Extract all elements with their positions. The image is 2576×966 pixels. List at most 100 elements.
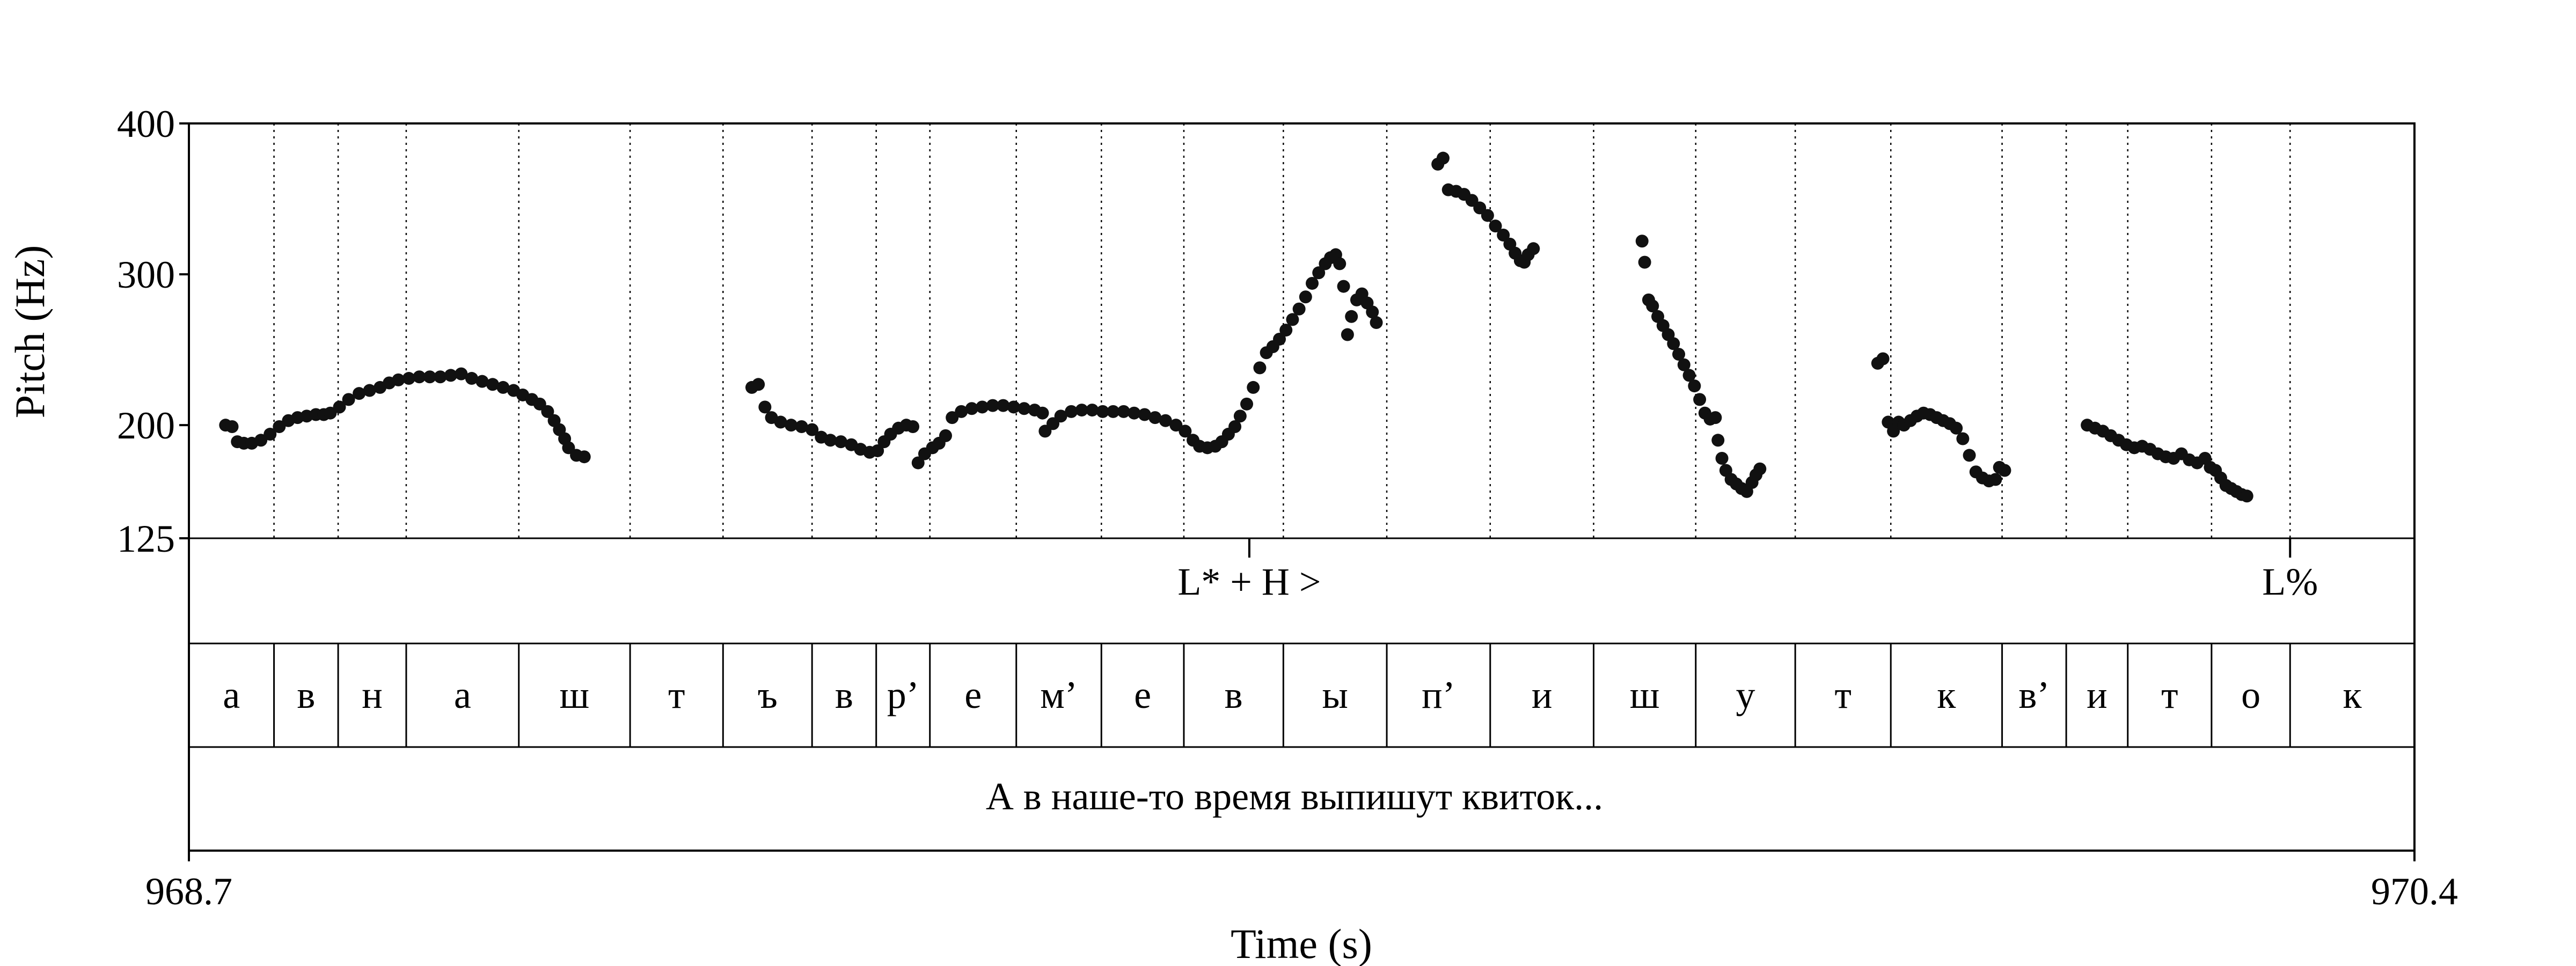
pitch-point: [1247, 380, 1260, 394]
pitch-point: [273, 420, 286, 433]
segment-label: е: [964, 674, 982, 716]
pitch-point: [946, 411, 959, 425]
tone-label: L* + H >: [1177, 560, 1321, 603]
y-tick-label: 400: [117, 103, 175, 145]
segment-label: в: [297, 674, 315, 716]
pitch-point: [1370, 316, 1383, 330]
pitch-point: [423, 370, 436, 384]
pitch-point: [1989, 473, 2002, 486]
pitch-point: [1286, 313, 1299, 326]
pitch-point: [1240, 397, 1254, 411]
segment-label: ъ: [758, 674, 778, 716]
pitch-point: [1672, 348, 1686, 361]
pitch-point: [752, 378, 765, 391]
pitch-point: [392, 373, 405, 386]
segment-label: и: [2087, 674, 2107, 716]
pitch-point: [806, 423, 819, 436]
x-axis-start-label: 968.7: [145, 870, 232, 913]
pitch-point: [486, 378, 499, 391]
segment-label: в: [1225, 674, 1243, 716]
pitch-point: [1998, 464, 2011, 477]
pitch-point: [1677, 358, 1690, 371]
pitch-point: [1036, 406, 1049, 420]
pitch-point: [2240, 489, 2253, 503]
pitch-point: [965, 402, 978, 415]
pitch-point: [1179, 425, 1192, 438]
segment-label: п’: [1422, 674, 1455, 716]
pitch-point: [785, 419, 798, 432]
segment-label: т: [668, 674, 685, 716]
pitch-point: [911, 456, 925, 470]
segment-label: в: [835, 674, 853, 716]
pitch-point: [1341, 328, 1354, 341]
pitch-point: [1497, 229, 1510, 242]
pitch-point: [1956, 432, 1970, 445]
pitch-point: [1306, 276, 1319, 290]
pitch-point: [1138, 408, 1151, 421]
segment-label: ш: [560, 674, 589, 716]
pitch-point: [577, 450, 591, 464]
pitch-point: [496, 380, 510, 394]
pitch-point: [1018, 402, 1031, 415]
pitch-point: [1876, 352, 1890, 365]
tier-frames: [188, 122, 2416, 852]
pitch-point: [1148, 411, 1162, 425]
segment-label: о: [2241, 674, 2260, 716]
pitch-point: [1007, 400, 1020, 414]
sentence-label: А в наше-то время выпишут квиток...: [986, 775, 1603, 818]
tone-tier: L* + H > L%: [1177, 538, 2318, 603]
pitch-point: [1709, 411, 1722, 425]
pitch-point: [413, 370, 426, 384]
pitch-point: [1715, 452, 1729, 465]
pitch-point: [1273, 332, 1286, 346]
segment-label: т: [2161, 674, 2178, 716]
pitch-point: [939, 429, 952, 442]
segment-label: ш: [1630, 674, 1659, 716]
pitch-point: [353, 387, 366, 400]
pitch-point: [1436, 151, 1450, 165]
y-tick-label: 200: [117, 404, 175, 447]
pitch-point: [1253, 361, 1267, 375]
pitch-point: [342, 393, 355, 406]
segment-label: т: [1834, 674, 1851, 716]
pitch-point: [1693, 393, 1707, 406]
pitch-point: [1228, 420, 1242, 433]
segment-label: у: [1736, 674, 1755, 716]
pitch-point: [1117, 405, 1130, 418]
pitch-point: [986, 399, 999, 412]
x-axis-title: Time (s): [1231, 920, 1372, 966]
pitch-point: [1527, 242, 1540, 255]
segment-label: к: [2343, 674, 2362, 716]
segment-label: е: [1134, 674, 1151, 716]
pitch-point: [1489, 219, 1502, 233]
pitch-point: [906, 420, 919, 433]
pitch-point: [795, 420, 808, 433]
segment-tier: а в н а ш т ъ в р’ е м’ е в ы п’ и ш у т к в’ и т о к: [223, 674, 2362, 716]
segment-label: н: [362, 674, 383, 716]
segment-label: м’: [1040, 674, 1078, 716]
pitch-point: [1312, 266, 1326, 280]
pitch-point: [774, 415, 787, 429]
pitch-point: [1159, 414, 1172, 427]
y-axis-ticks: 400 300 200 125: [117, 103, 2416, 861]
pitch-point: [1481, 209, 1494, 222]
pitch-point: [1299, 290, 1312, 304]
pitch-point: [465, 372, 478, 385]
pitch-point: [1279, 324, 1293, 337]
pitch-point: [434, 370, 447, 384]
pitch-point: [1096, 405, 1109, 418]
pitch-point: [1292, 302, 1306, 316]
pitch-point: [1128, 406, 1141, 420]
y-axis-title: Pitch (Hz): [6, 245, 53, 419]
pitch-point: [541, 405, 554, 418]
pitch-point: [955, 405, 968, 418]
y-tick-label: 300: [117, 253, 175, 296]
pitch-point: [997, 399, 1010, 412]
pitch-point: [333, 400, 346, 414]
pitch-point: [1075, 404, 1088, 417]
pitch-point: [871, 444, 884, 457]
pitch-point: [1688, 379, 1701, 393]
pitch-point: [225, 420, 239, 433]
pitch-point: [324, 406, 337, 420]
